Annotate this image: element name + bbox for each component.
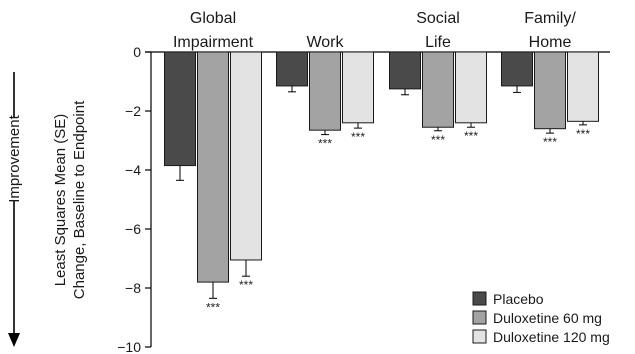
y-axis-title-line2: Change, Baseline to Endpoint	[71, 100, 88, 299]
category-label: Global	[190, 10, 236, 27]
legend-label: Duloxetine 120 mg	[493, 329, 610, 345]
y-axis-title-line1: Least Squares Mean (SE)	[52, 114, 69, 287]
significance-marker: ***	[431, 133, 445, 147]
bar	[230, 51, 262, 261]
legend-swatch	[472, 310, 487, 325]
bar	[567, 51, 599, 122]
legend-label: Placebo	[493, 291, 544, 307]
significance-marker: ***	[464, 129, 478, 143]
bar	[197, 51, 229, 283]
bar	[501, 51, 533, 87]
significance-marker: ***	[206, 300, 220, 314]
legend: Placebo Duloxetine 60 mg Duloxetine 120 mg	[472, 291, 610, 345]
legend-label: Duloxetine 60 mg	[493, 310, 602, 326]
bar	[164, 51, 196, 167]
improvement-label-backdrop	[4, 118, 24, 200]
bar	[455, 51, 487, 124]
bars	[164, 51, 599, 299]
labels: Least Squares Mean (SE) Change, Baseline …	[4, 10, 590, 347]
bar	[534, 51, 566, 130]
category-label: Home	[529, 34, 572, 51]
bar	[389, 51, 421, 90]
significance-marker: ***	[239, 278, 253, 292]
y-tick-label: −10	[117, 339, 141, 354]
category-label: Social	[416, 10, 460, 27]
y-tick-label: −8	[125, 280, 141, 296]
improvement-label: Improvement	[6, 114, 23, 202]
y-tick-label: −4	[125, 162, 141, 178]
category-label: Family/	[524, 10, 576, 27]
bar	[276, 51, 308, 87]
bar	[422, 51, 454, 128]
y-tick-label: −2	[125, 103, 141, 119]
bar	[342, 51, 374, 124]
significance-marker: ***	[351, 130, 365, 144]
category-label: Impairment	[173, 34, 254, 51]
bar	[309, 51, 341, 131]
significance-marker: ***	[576, 127, 590, 141]
legend-swatch	[472, 329, 487, 344]
improvement-arrowhead	[8, 333, 20, 347]
y-tick-label: 0	[133, 44, 141, 60]
category-label: Life	[425, 34, 451, 51]
significance-marker: ***	[318, 137, 332, 151]
significance-marker: ***	[543, 135, 557, 149]
category-label: Work	[306, 34, 344, 51]
legend-swatch	[472, 291, 487, 306]
y-tick-label: −6	[125, 221, 141, 237]
